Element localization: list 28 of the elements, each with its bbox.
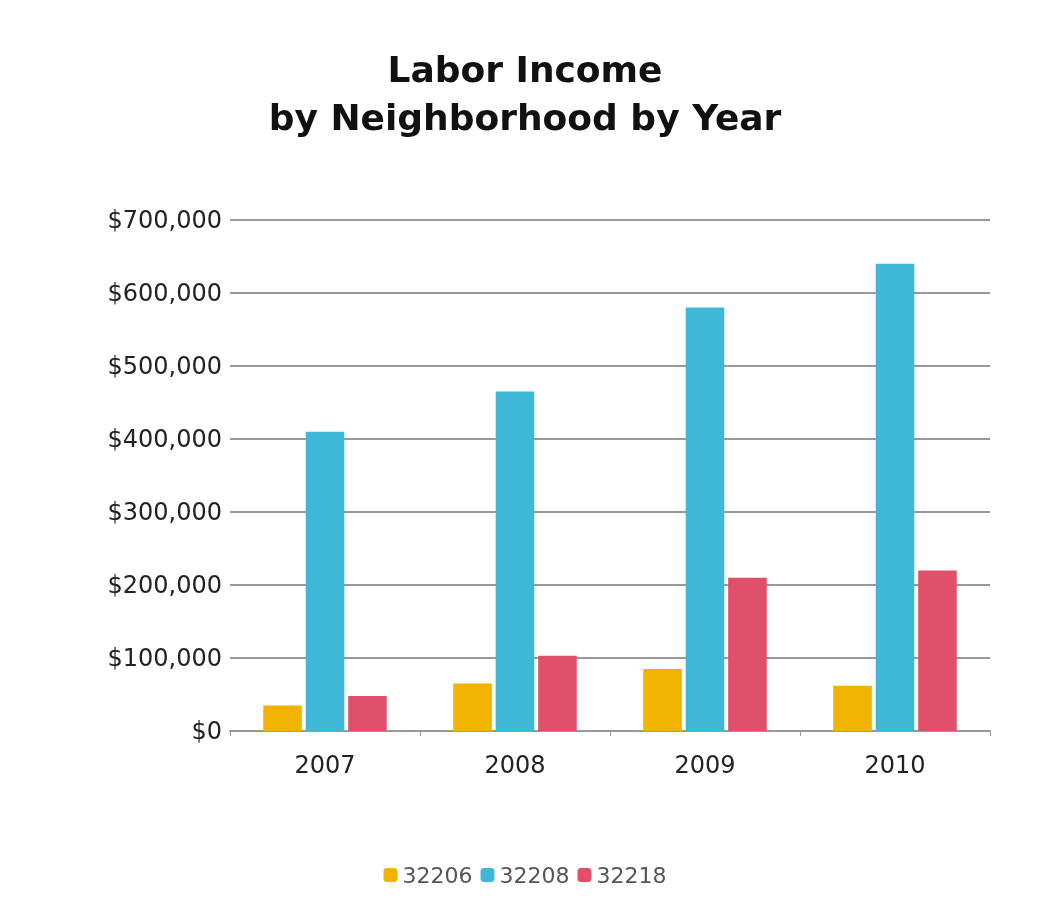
y-tick-label: $300,000 — [107, 498, 222, 526]
bar — [875, 263, 915, 731]
bar — [305, 431, 345, 731]
bar — [918, 570, 957, 731]
x-tick-label: 2009 — [674, 751, 736, 779]
legend-label: 32218 — [596, 862, 667, 888]
y-tick-label: $0 — [191, 717, 222, 745]
legend-label: 32206 — [402, 862, 473, 888]
x-tick-label: 2008 — [484, 751, 546, 779]
bar — [728, 577, 767, 731]
bar — [643, 668, 682, 731]
y-tick-label: $600,000 — [107, 279, 222, 307]
y-tick-label: $700,000 — [107, 206, 222, 234]
y-tick-label: $400,000 — [107, 425, 222, 453]
bar — [538, 655, 577, 731]
x-tick-label: 2010 — [864, 751, 926, 779]
y-tick-label: $100,000 — [107, 644, 222, 672]
bar — [453, 683, 492, 731]
bar — [263, 705, 302, 731]
bar — [348, 695, 387, 731]
y-tick-label: $500,000 — [107, 352, 222, 380]
x-tick-label: 2007 — [294, 751, 356, 779]
chart-title: Labor Income by Neighborhood by Year — [268, 48, 782, 138]
bar — [495, 391, 535, 731]
bar — [685, 307, 725, 731]
y-tick-label: $200,000 — [107, 571, 222, 599]
bar — [833, 685, 872, 731]
legend-label: 32208 — [499, 862, 570, 888]
